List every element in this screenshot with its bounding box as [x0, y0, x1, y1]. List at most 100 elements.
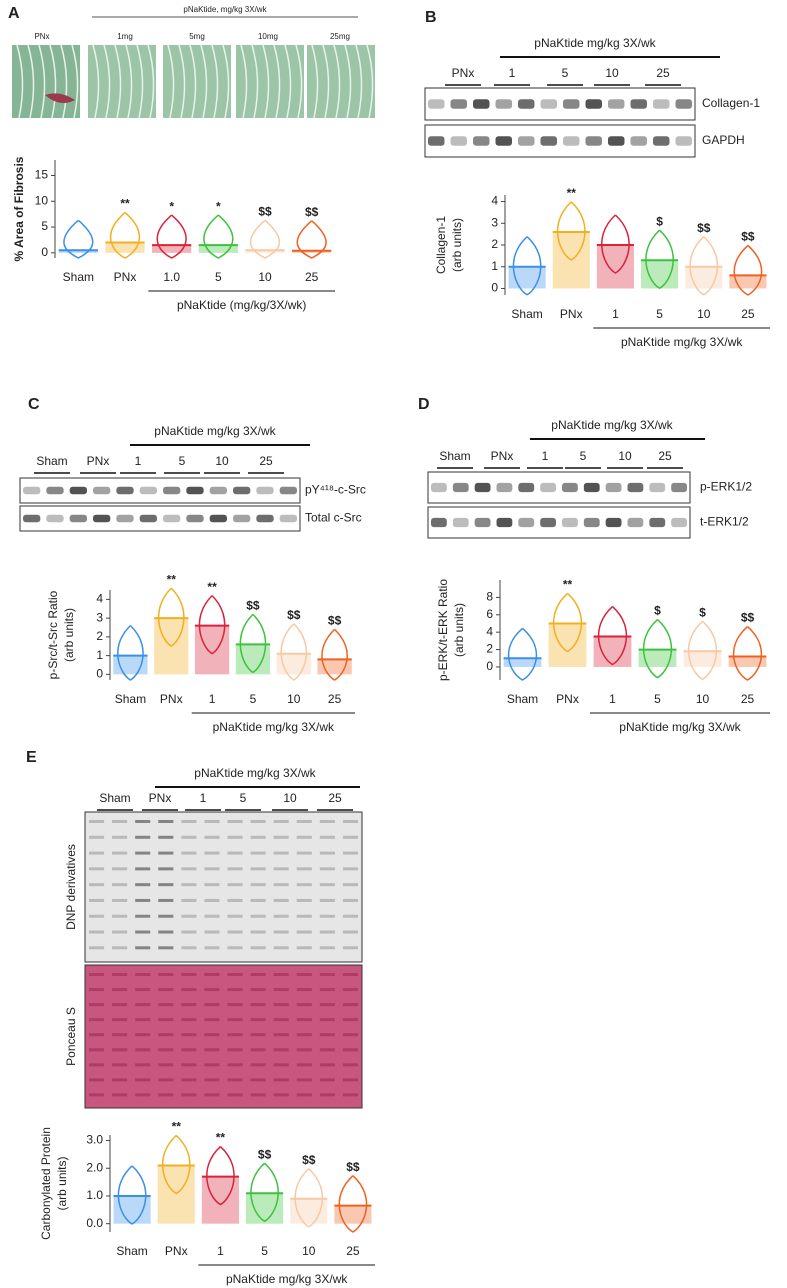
blot-image	[427, 506, 691, 539]
band	[112, 1093, 128, 1097]
band	[135, 867, 151, 871]
band	[452, 517, 469, 528]
band	[158, 1033, 174, 1037]
band	[204, 1093, 220, 1097]
band	[342, 898, 358, 902]
band	[296, 883, 312, 887]
band	[93, 486, 111, 495]
violin-outline	[296, 220, 327, 259]
band	[540, 99, 557, 109]
fiber	[366, 44, 374, 119]
lane-label: 10	[215, 454, 229, 468]
band	[181, 820, 197, 823]
lane-label: 25	[328, 791, 342, 805]
band	[518, 517, 535, 528]
band	[227, 988, 243, 992]
band	[135, 1033, 151, 1037]
band	[209, 514, 227, 523]
band	[319, 973, 335, 976]
fiber	[71, 44, 79, 119]
band	[181, 851, 197, 855]
mean-box	[105, 242, 145, 253]
band	[296, 946, 312, 950]
significance: **	[172, 1120, 182, 1134]
band	[473, 136, 490, 146]
band	[273, 930, 289, 934]
band	[653, 99, 670, 109]
band	[227, 1093, 243, 1097]
band	[473, 99, 490, 109]
band	[250, 988, 266, 992]
band	[342, 1003, 358, 1007]
lane-label: 5	[580, 449, 587, 463]
x-tick-label: 10	[258, 270, 272, 284]
band	[563, 99, 580, 109]
band	[112, 973, 128, 976]
x-tick-label: PNx	[160, 692, 183, 706]
band	[112, 820, 128, 823]
x-tick-label: 10	[696, 692, 710, 706]
band	[158, 930, 174, 934]
significance: $$	[305, 205, 319, 219]
lane-label: 25	[259, 454, 273, 468]
y-tick-label: 1	[491, 259, 498, 273]
mean-box	[235, 644, 271, 675]
band	[342, 973, 358, 976]
y-tick-label: 2.0	[86, 1160, 103, 1174]
band	[89, 851, 105, 855]
fiber	[273, 44, 281, 119]
mean-box	[198, 245, 238, 253]
band	[181, 867, 197, 871]
band	[256, 486, 274, 495]
band	[518, 99, 535, 109]
significance: *	[169, 199, 174, 213]
band	[250, 851, 266, 855]
violin-outline	[280, 623, 308, 681]
significance: **	[216, 1131, 226, 1145]
x-tick-label: 5	[215, 270, 222, 284]
band	[250, 867, 266, 871]
blot-row-label: t-ERK1/2	[700, 515, 749, 529]
blot-row-label: Collagen-1	[702, 96, 760, 110]
significance: **	[563, 578, 573, 592]
band	[135, 1048, 151, 1052]
violin-outline	[338, 1175, 368, 1233]
band	[273, 851, 289, 855]
band	[474, 517, 491, 528]
band	[296, 988, 312, 992]
y-tick-label: 2	[491, 237, 498, 251]
band	[273, 1063, 289, 1067]
band	[256, 514, 274, 523]
fiber	[344, 44, 352, 119]
band	[296, 1078, 312, 1082]
band	[342, 988, 358, 992]
lane-label: 10	[605, 66, 619, 80]
fiber	[167, 44, 175, 119]
x-tick-label: 25	[328, 692, 342, 706]
band	[181, 1063, 197, 1067]
band	[296, 973, 312, 976]
band	[181, 988, 197, 992]
violin-outline	[556, 201, 586, 261]
band	[296, 930, 312, 934]
blot-image	[19, 477, 301, 504]
band	[116, 514, 134, 523]
band	[233, 486, 251, 495]
y-tick-label: 15	[35, 168, 49, 182]
x-tick-label: 5	[261, 1244, 268, 1258]
band	[181, 930, 197, 934]
band	[250, 820, 266, 823]
y-tick-label: 1.0	[86, 1188, 103, 1202]
band	[562, 517, 578, 528]
band	[89, 914, 105, 918]
violin-outline	[157, 587, 185, 647]
violin-outline	[117, 625, 144, 681]
band	[227, 898, 243, 902]
band	[89, 1078, 105, 1082]
band	[181, 1048, 197, 1052]
fiber	[60, 44, 68, 119]
y-axis-label: % Area of Fibrosis	[12, 156, 26, 261]
band	[186, 514, 204, 523]
blot-image	[19, 505, 301, 532]
mean-box	[245, 250, 285, 253]
